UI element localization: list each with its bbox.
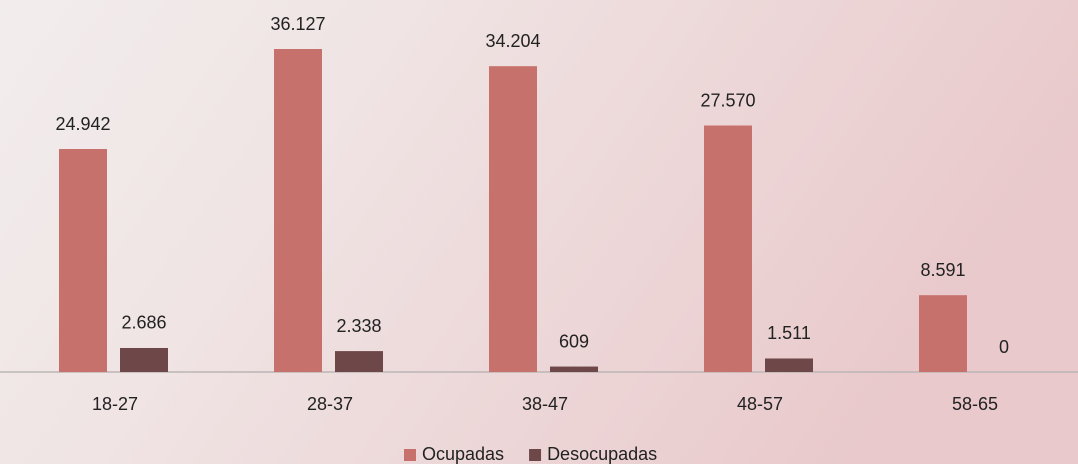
data-label: 24.942 [55, 114, 110, 134]
bar [919, 295, 967, 372]
data-label: 0 [999, 337, 1009, 357]
data-label: 36.127 [270, 14, 325, 34]
bar [274, 49, 322, 372]
legend-label: Desocupadas [547, 444, 657, 464]
bar [335, 351, 383, 372]
x-tick-label: 58-65 [952, 394, 998, 414]
legend-swatch [529, 449, 542, 461]
legend-swatch [404, 449, 416, 461]
bar [765, 358, 813, 372]
bar [704, 125, 752, 373]
bar [120, 347, 168, 372]
data-label: 8.591 [920, 260, 965, 280]
bar [489, 66, 537, 372]
x-tick-label: 18-27 [92, 394, 138, 414]
x-tick-label: 48-57 [737, 394, 783, 414]
data-label: 1.511 [767, 323, 811, 343]
legend-label: Ocupadas [422, 444, 504, 464]
data-label: 27.570 [700, 90, 755, 110]
x-tick-label: 28-37 [307, 394, 353, 414]
data-label: 2.338 [336, 316, 381, 336]
bar [59, 149, 107, 372]
bar [550, 366, 598, 372]
x-tick-label: 38-47 [522, 394, 568, 414]
data-label: 34.204 [485, 31, 540, 51]
data-label: 609 [559, 331, 589, 351]
data-label: 2.686 [121, 313, 166, 333]
